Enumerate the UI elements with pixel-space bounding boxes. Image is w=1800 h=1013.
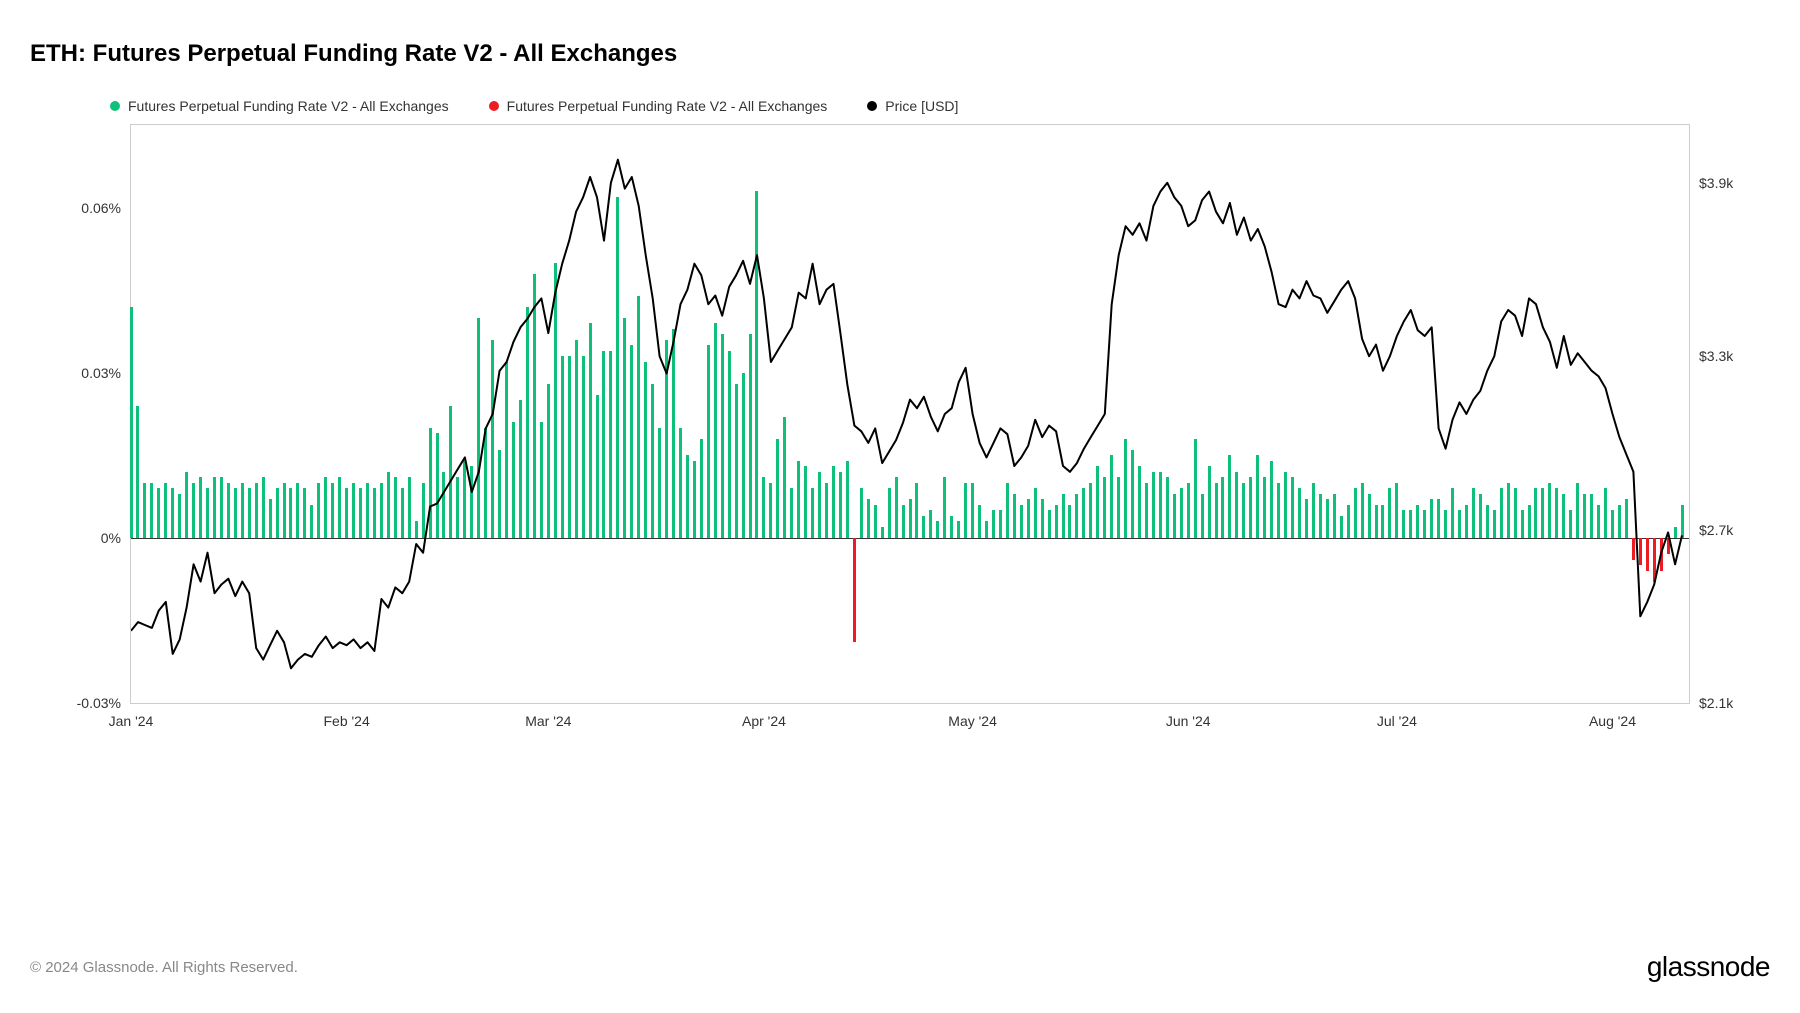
price-line-layer bbox=[131, 125, 1689, 703]
y-left-tick-label: 0.06% bbox=[81, 200, 121, 216]
brand-logo: glassnode bbox=[1647, 951, 1770, 983]
y-left-tick-label: 0.03% bbox=[81, 365, 121, 381]
y-right-tick-label: $2.7k bbox=[1699, 522, 1733, 538]
chart-container: ETH: Futures Perpetual Funding Rate V2 -… bbox=[0, 0, 1800, 1013]
y-left-tick-label: -0.03% bbox=[77, 695, 121, 711]
legend-label-positive: Futures Perpetual Funding Rate V2 - All … bbox=[128, 98, 449, 114]
x-tick-label: Jan '24 bbox=[109, 713, 154, 729]
legend-item-price: Price [USD] bbox=[867, 98, 958, 114]
y-right-tick-label: $3.9k bbox=[1699, 175, 1733, 191]
legend-dot-price bbox=[867, 101, 877, 111]
chart-plot-area[interactable]: -0.03%0%0.03%0.06% $2.1k$2.7k$3.3k$3.9k … bbox=[130, 124, 1690, 704]
price-line bbox=[131, 160, 1682, 669]
x-axis: Jan '24Feb '24Mar '24Apr '24May '24Jun '… bbox=[131, 713, 1689, 733]
legend-label-negative: Futures Perpetual Funding Rate V2 - All … bbox=[507, 98, 828, 114]
x-tick-label: Jul '24 bbox=[1377, 713, 1417, 729]
legend-item-negative: Futures Perpetual Funding Rate V2 - All … bbox=[489, 98, 828, 114]
chart-footer: © 2024 Glassnode. All Rights Reserved. g… bbox=[30, 951, 1770, 983]
legend-dot-positive bbox=[110, 101, 120, 111]
x-tick-label: Feb '24 bbox=[323, 713, 369, 729]
chart-title: ETH: Futures Perpetual Funding Rate V2 -… bbox=[30, 40, 1770, 68]
y-right-tick-label: $2.1k bbox=[1699, 695, 1733, 711]
chart-legend: Futures Perpetual Funding Rate V2 - All … bbox=[110, 98, 1770, 114]
y-axis-right: $2.1k$2.7k$3.3k$3.9k bbox=[1699, 125, 1749, 703]
y-right-tick-label: $3.3k bbox=[1699, 348, 1733, 364]
x-tick-label: Jun '24 bbox=[1166, 713, 1211, 729]
x-tick-label: May '24 bbox=[948, 713, 997, 729]
x-tick-label: Aug '24 bbox=[1589, 713, 1636, 729]
legend-label-price: Price [USD] bbox=[885, 98, 958, 114]
y-left-tick-label: 0% bbox=[101, 530, 121, 546]
y-axis-left: -0.03%0%0.03%0.06% bbox=[61, 125, 121, 703]
copyright-text: © 2024 Glassnode. All Rights Reserved. bbox=[30, 959, 298, 976]
x-tick-label: Apr '24 bbox=[742, 713, 786, 729]
legend-dot-negative bbox=[489, 101, 499, 111]
x-tick-label: Mar '24 bbox=[525, 713, 571, 729]
legend-item-positive: Futures Perpetual Funding Rate V2 - All … bbox=[110, 98, 449, 114]
